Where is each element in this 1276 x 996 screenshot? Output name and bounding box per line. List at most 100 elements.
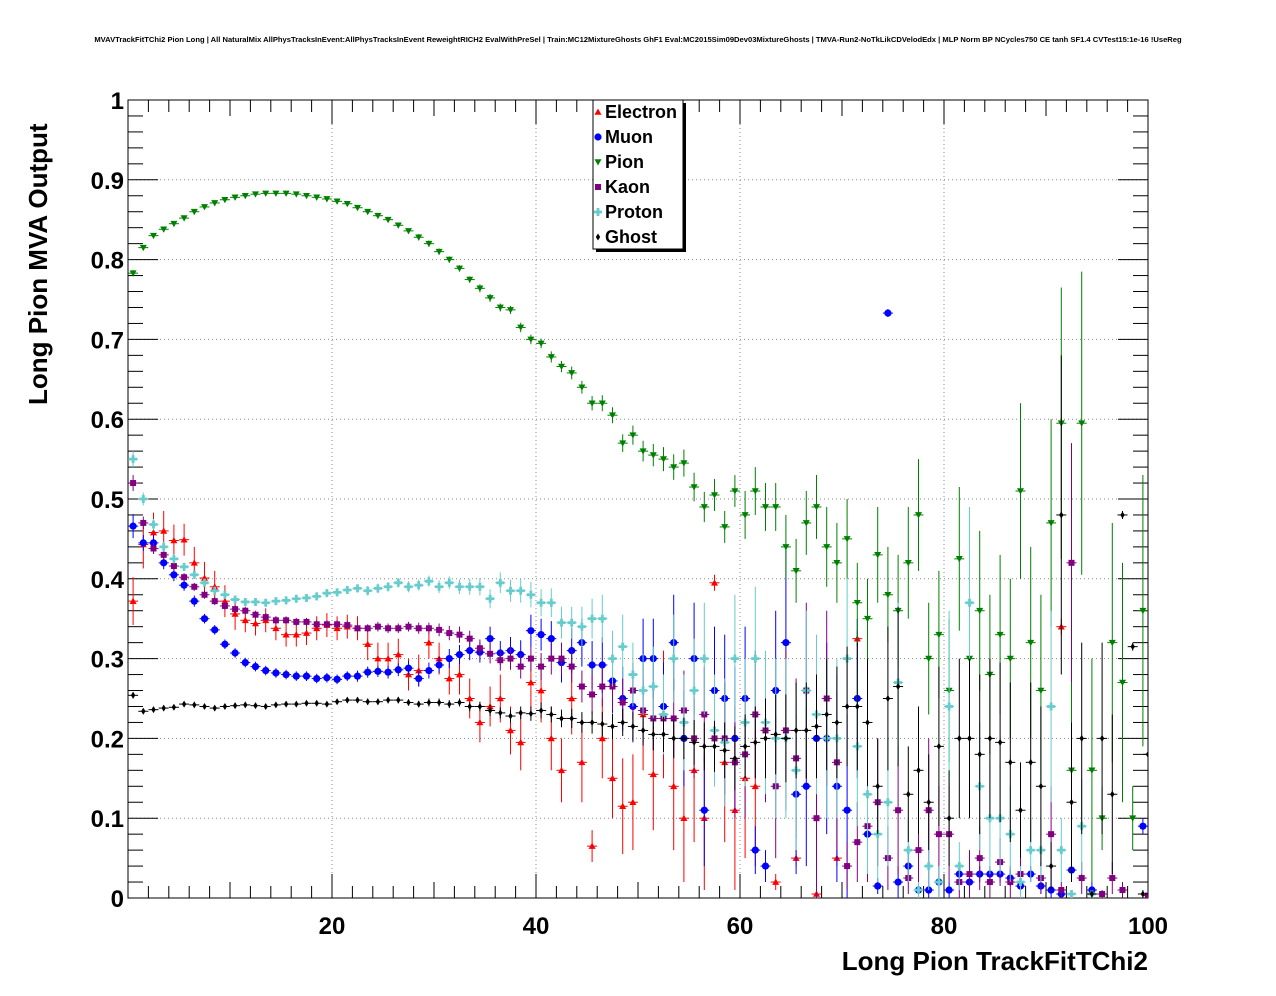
data-point xyxy=(1140,890,1146,898)
data-point xyxy=(394,666,402,674)
data-point xyxy=(241,192,249,200)
data-point xyxy=(547,635,555,643)
data-point xyxy=(1068,559,1075,566)
x-tick-label: 60 xyxy=(727,913,754,940)
data-point xyxy=(934,878,943,887)
data-point xyxy=(598,661,606,669)
data-point xyxy=(588,400,596,407)
data-point xyxy=(313,621,320,628)
legend-entry-muon: Muon xyxy=(594,127,653,147)
data-point xyxy=(151,706,156,714)
data-point xyxy=(160,559,168,567)
data-point xyxy=(231,194,239,201)
data-point xyxy=(1008,758,1013,766)
data-point xyxy=(925,655,933,663)
data-point xyxy=(252,619,259,627)
data-point xyxy=(711,492,718,499)
data-point xyxy=(649,770,657,778)
data-point xyxy=(486,635,494,643)
data-point xyxy=(344,622,351,629)
data-point xyxy=(834,718,840,726)
data-point xyxy=(700,504,708,511)
data-point xyxy=(731,488,739,495)
data-point xyxy=(1047,702,1056,711)
data-point xyxy=(282,631,290,638)
data-point xyxy=(884,591,892,599)
data-point xyxy=(354,625,361,632)
data-point xyxy=(957,734,962,742)
data-point xyxy=(456,265,463,272)
data-point xyxy=(333,588,342,597)
data-point xyxy=(364,208,372,216)
data-point xyxy=(170,571,178,579)
data-point xyxy=(955,556,963,563)
legend-label: Muon xyxy=(605,127,653,147)
data-point xyxy=(547,354,555,361)
data-point xyxy=(782,544,790,551)
data-point xyxy=(302,593,311,602)
data-point xyxy=(630,722,636,730)
data-point xyxy=(906,790,911,798)
data-point xyxy=(915,512,922,519)
legend-label: Kaon xyxy=(605,177,650,197)
data-point xyxy=(680,460,688,467)
data-point xyxy=(904,560,912,567)
data-point xyxy=(384,216,392,224)
data-point xyxy=(273,701,279,709)
data-point xyxy=(231,649,239,657)
data-point xyxy=(271,597,280,606)
data-point xyxy=(394,651,402,658)
data-point xyxy=(283,700,289,708)
data-point xyxy=(782,639,790,647)
data-point xyxy=(507,655,514,662)
data-point xyxy=(935,831,942,838)
data-point xyxy=(967,734,972,742)
data-point xyxy=(211,200,219,207)
data-point xyxy=(253,702,258,710)
data-point xyxy=(180,562,189,571)
data-point xyxy=(517,663,524,670)
data-point xyxy=(487,650,494,657)
data-point xyxy=(742,742,748,750)
data-point xyxy=(436,626,443,633)
data-point xyxy=(415,667,423,674)
data-point xyxy=(1078,420,1086,427)
data-point xyxy=(669,654,678,663)
data-point xyxy=(425,639,433,646)
data-point xyxy=(1017,488,1024,495)
data-point xyxy=(966,871,973,878)
data-point xyxy=(415,625,422,632)
data-point xyxy=(628,670,637,679)
data-point xyxy=(455,582,464,591)
data-point xyxy=(558,655,565,662)
data-point xyxy=(659,710,668,719)
data-point xyxy=(192,701,197,709)
data-point xyxy=(700,654,709,663)
data-point xyxy=(527,655,534,662)
data-point xyxy=(588,842,596,849)
data-point xyxy=(302,672,311,680)
data-point xyxy=(374,212,382,220)
data-point xyxy=(293,618,300,625)
data-point xyxy=(465,582,474,591)
data-point xyxy=(129,455,138,464)
data-point xyxy=(1028,758,1033,766)
data-point xyxy=(1059,511,1064,519)
data-point xyxy=(926,798,931,806)
data-point xyxy=(445,675,453,682)
data-point xyxy=(915,847,922,854)
data-point xyxy=(1027,639,1035,647)
data-point xyxy=(609,774,616,782)
data-point xyxy=(649,452,657,459)
y-tick-label: 0.1 xyxy=(91,806,124,833)
y-tick-label: 0.5 xyxy=(91,487,124,514)
x-axis-label: Long Pion TrackFitTChi2 xyxy=(842,946,1148,976)
data-point xyxy=(455,651,464,659)
data-point xyxy=(608,654,617,663)
data-point xyxy=(649,682,658,691)
data-point xyxy=(374,623,381,630)
data-point xyxy=(129,597,137,604)
data-point xyxy=(363,586,372,595)
data-point xyxy=(741,512,749,519)
data-point xyxy=(508,712,513,720)
